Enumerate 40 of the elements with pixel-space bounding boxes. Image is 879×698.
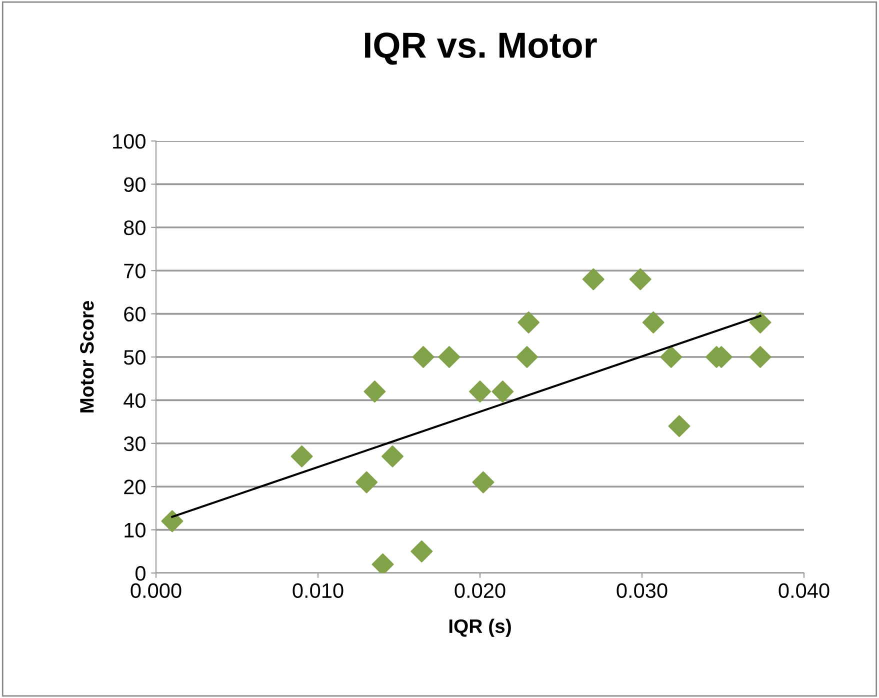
point <box>642 311 664 334</box>
y-tick-label: 100 <box>113 134 146 149</box>
y-tick-label: 60 <box>124 306 146 322</box>
point <box>438 346 460 368</box>
y-tick-label: 50 <box>124 350 146 365</box>
point <box>660 346 682 368</box>
point <box>472 471 494 494</box>
x-tick-label: 0.000 <box>130 583 182 598</box>
point <box>356 471 378 494</box>
point <box>410 540 433 562</box>
point <box>412 346 434 368</box>
point <box>290 445 313 468</box>
x-tick-label: 0.010 <box>292 583 344 598</box>
y-tick-label: 10 <box>124 522 146 538</box>
point <box>749 311 772 334</box>
point <box>161 510 184 532</box>
point <box>518 311 540 334</box>
chart-title: IQR vs. Motor <box>365 32 597 65</box>
point <box>372 553 394 573</box>
point <box>382 445 404 468</box>
point <box>516 346 538 368</box>
x-tick-label: 0.030 <box>616 583 668 598</box>
point <box>364 380 386 403</box>
y-tick-label: 20 <box>124 480 146 494</box>
y-tick-label: 0 <box>136 566 146 581</box>
y-tick-label: 70 <box>124 264 146 278</box>
point <box>469 380 491 403</box>
point <box>668 415 690 438</box>
point <box>749 346 772 368</box>
point <box>582 268 604 290</box>
point <box>629 268 652 290</box>
y-tick-label: 90 <box>124 177 146 192</box>
y-tick-label: 40 <box>124 393 146 408</box>
y-tick-label: 80 <box>124 220 146 236</box>
x-tick-label: 0.020 <box>454 583 506 598</box>
x-axis-title: IQR (s) <box>449 618 511 637</box>
y-tick-label: 30 <box>124 436 146 452</box>
point <box>492 380 514 403</box>
y-axis-title: Motor Score <box>80 300 94 412</box>
x-tick-label: 0.040 <box>778 583 830 598</box>
